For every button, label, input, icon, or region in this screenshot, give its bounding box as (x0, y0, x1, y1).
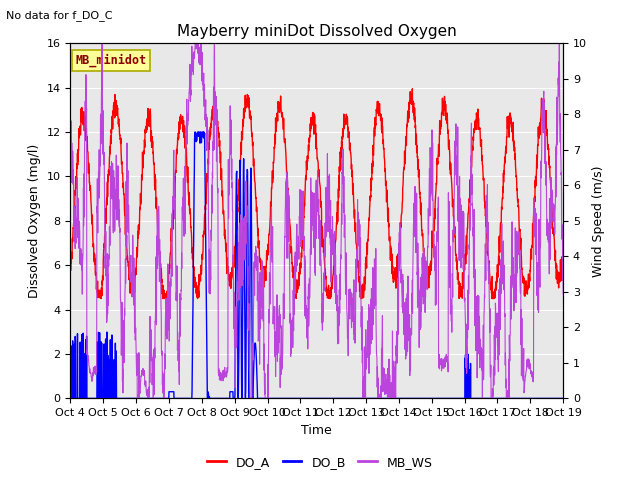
Title: Mayberry miniDot Dissolved Oxygen: Mayberry miniDot Dissolved Oxygen (177, 24, 457, 39)
X-axis label: Time: Time (301, 424, 332, 437)
Text: No data for f_DO_C: No data for f_DO_C (6, 10, 113, 21)
Y-axis label: Wind Speed (m/s): Wind Speed (m/s) (593, 165, 605, 276)
Text: MB_minidot: MB_minidot (76, 54, 147, 67)
Y-axis label: Dissolved Oxygen (mg/l): Dissolved Oxygen (mg/l) (28, 144, 41, 298)
Legend: DO_A, DO_B, MB_WS: DO_A, DO_B, MB_WS (202, 451, 438, 474)
